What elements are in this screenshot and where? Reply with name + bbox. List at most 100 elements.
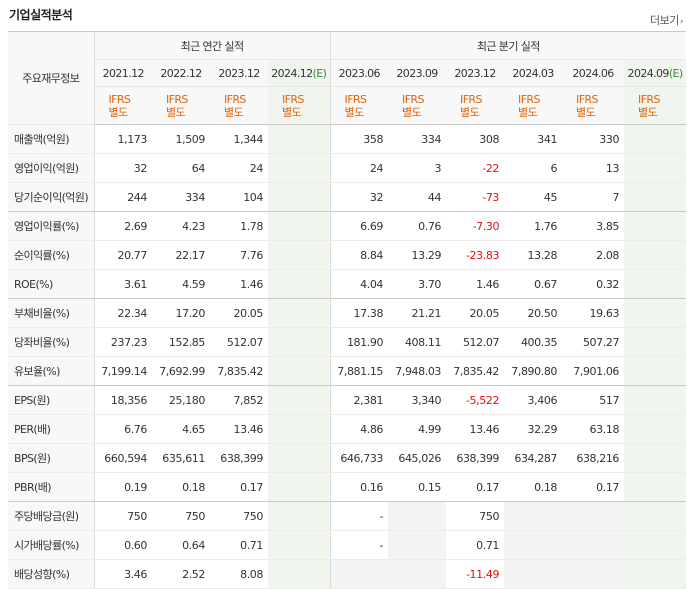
row-label: 당기순이익(억원) (8, 182, 95, 212)
quarter-group-header: 최근 분기 실적 (330, 31, 687, 60)
table-cell: 7.76 (210, 240, 268, 270)
table-row: 순이익률(%) 20.77 22.17 7.76 8.84 13.29 -23.83 13.2… (8, 240, 687, 270)
table-cell (624, 414, 687, 444)
table-cell: 24 (210, 153, 268, 183)
table-cell: 44 (388, 182, 447, 212)
table-row: 주당배당금(원) 750 750 750-750 (8, 501, 687, 531)
table-row: ROE(%) 3.61 4.59 1.46 4.04 3.70 1.46 0.67 0.32 (8, 269, 687, 299)
separate-label: 별도 (344, 105, 365, 119)
table-cell (624, 153, 687, 183)
table-cell: 3,406 (504, 385, 563, 415)
table-cell: -11.49 (446, 559, 505, 589)
period-header-estimate: 2024.12(E) (268, 59, 331, 87)
table-cell: 32 (330, 182, 389, 212)
table-cell: 20.77 (94, 240, 152, 270)
table-cell (562, 501, 625, 531)
table-cell: 7,948.03 (388, 356, 447, 386)
table-cell: 20.05 (210, 298, 268, 328)
table-cell: 2,381 (330, 385, 389, 415)
table-cell: 4.65 (152, 414, 210, 444)
table-cell (562, 559, 625, 589)
table-cell: 638,216 (562, 443, 625, 473)
table-cell (268, 501, 331, 531)
table-cell: 7 (562, 182, 625, 212)
table-cell (504, 559, 563, 589)
ifrs-label: IFRS (518, 92, 540, 106)
table-cell: 1.78 (210, 211, 268, 241)
table-cell: 750 (152, 501, 210, 531)
section-title: 기업실적분석 (9, 8, 73, 22)
table-cell: 0.17 (562, 472, 625, 502)
table-cell: 152.85 (152, 327, 210, 357)
ifrs-label: IFRS (282, 92, 304, 106)
table-cell (624, 356, 687, 386)
table-cell: 3.46 (94, 559, 152, 589)
table-cell: 237.23 (94, 327, 152, 357)
table-cell (624, 530, 687, 560)
table-cell (624, 298, 687, 328)
table-row: 영업이익(억원) 32 64 24 24 3 -22 6 13 (8, 153, 687, 183)
table-cell: 45 (504, 182, 563, 212)
row-label: 영업이익(억원) (8, 153, 95, 183)
table-cell: -7.30 (446, 211, 505, 241)
table-cell (268, 269, 331, 299)
table-cell (268, 182, 331, 212)
table-cell: - (330, 530, 389, 560)
table-cell (624, 327, 687, 357)
table-cell: 0.16 (330, 472, 389, 502)
table-cell: 308 (446, 124, 505, 154)
table-row: 유보율(%) 7,199.14 7,692.99 7,835.42 7,881.15 7,… (8, 356, 687, 386)
table-cell: 400.35 (504, 327, 563, 357)
table-row: 매출액(억원) 1,173 1,509 1,344 358 334 308 341 330 (8, 124, 687, 154)
table-cell: 1,344 (210, 124, 268, 154)
table-cell: 0.18 (152, 472, 210, 502)
accounting-standard-header: IFRS 별도 (388, 86, 447, 125)
ifrs-label: IFRS (460, 92, 482, 106)
table-cell: 750 (446, 501, 505, 531)
table-cell: -23.83 (446, 240, 505, 270)
table-cell: 0.18 (504, 472, 563, 502)
table-cell: 63.18 (562, 414, 625, 444)
period-header: 2021.12 (94, 59, 152, 87)
table-cell: 638,399 (210, 443, 268, 473)
table-cell (624, 269, 687, 299)
table-cell: 181.90 (330, 327, 389, 357)
table-cell (388, 530, 447, 560)
table-cell (268, 298, 331, 328)
table-cell: 7,835.42 (446, 356, 505, 386)
table-cell: 2.52 (152, 559, 210, 589)
table-cell: 1,173 (94, 124, 152, 154)
separate-label: 별도 (166, 105, 186, 119)
separate-label: 별도 (108, 105, 129, 119)
table-cell: 2.69 (94, 211, 152, 241)
row-label: 당좌비율(%) (8, 327, 95, 357)
table-cell (268, 153, 331, 183)
table-cell: -22 (446, 153, 505, 183)
table-cell: 330 (562, 124, 625, 154)
more-link[interactable]: 더보기› (650, 12, 684, 28)
table-cell: 3 (388, 153, 447, 183)
table-cell (624, 211, 687, 241)
table-cell: 646,733 (330, 443, 389, 473)
table-cell (268, 240, 331, 270)
table-cell: 3.85 (562, 211, 625, 241)
accounting-standard-header: IFRS 별도 (504, 86, 563, 125)
table-cell (624, 559, 687, 589)
table-cell: 4.04 (330, 269, 389, 299)
row-label: 시가배당률(%) (8, 530, 95, 560)
ifrs-label: IFRS (224, 92, 246, 106)
period-header-estimate: 2024.09(E) (624, 59, 687, 87)
table-cell: 20.50 (504, 298, 563, 328)
table-cell: 0.64 (152, 530, 210, 560)
table-row: EPS(원) 18,356 25,180 7,852 2,381 3,340 -5,522 3… (8, 385, 687, 415)
ifrs-label: IFRS (108, 92, 131, 106)
row-label: PER(배) (8, 414, 95, 444)
table-cell: 512.07 (446, 327, 505, 357)
separate-label: 별도 (576, 105, 596, 119)
table-row: 시가배당률(%) 0.60 0.64 0.71-0.71 (8, 530, 687, 560)
table-cell: 512.07 (210, 327, 268, 357)
ifrs-label: IFRS (402, 92, 424, 106)
table-cell (624, 443, 687, 473)
period-header: 2023.06 (330, 59, 389, 87)
accounting-standard-header: IFRS 별도 (94, 86, 152, 125)
